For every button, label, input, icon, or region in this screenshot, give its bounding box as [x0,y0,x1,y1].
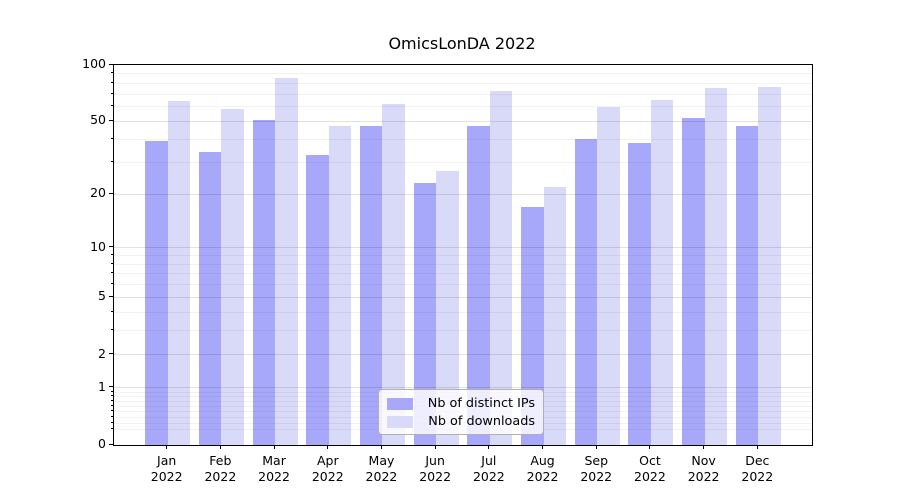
x-tick-label-apr: Apr 2022 [311,453,344,484]
y-minor-tick-60 [110,105,113,107]
y-minor-tick-9 [110,253,113,255]
y-minor-tick-0.4 [110,415,113,417]
bar-distinct-ips-jan [145,141,168,445]
x-tick-label-jan: Jan 2022 [150,453,183,484]
y-tick-label-100: 100 [82,56,106,71]
bar-distinct-ips-feb [198,152,222,445]
bar-distinct-ips-may [359,126,383,445]
bar-downloads-nov [704,88,728,445]
bar-downloads-feb [221,109,244,445]
y-minor-tick-3 [110,329,113,331]
y-tick-label-2: 2 [98,345,106,361]
x-tick-label-sep: Sep 2022 [580,453,613,484]
y-tick-label-0: 0 [98,436,106,451]
x-tick-jul [488,445,490,449]
y-minor-tick-0.6 [110,404,113,406]
bar-distinct-ips-sep [574,139,598,445]
legend-label-downloads: Nb of downloads [428,414,535,429]
y-minor-tick-80 [110,81,113,83]
x-tick-nov [703,445,705,449]
bar-distinct-ips-mar [252,119,276,445]
y-minor-tick-70 [110,92,113,94]
y-minor-tick-8 [110,262,113,264]
x-tick-oct [649,445,651,449]
bar-downloads-aug [543,186,567,445]
y-minor-tick-0.3 [110,421,113,423]
x-tick-mar [273,445,275,449]
legend: Nb of distinct IPs Nb of downloads [378,389,544,435]
bar-distinct-ips-jul [467,126,490,445]
y-minor-tick-0.7 [110,399,113,401]
y-tick-label-1: 1 [98,378,106,394]
y-tick-100 [108,63,113,65]
x-tick-label-oct: Oct 2022 [634,453,666,484]
bar-distinct-ips-nov [682,118,705,445]
x-tick-dec [756,445,758,449]
bar-distinct-ips-dec [735,126,759,445]
y-minor-tick-0.2 [110,428,113,430]
bars-layer [114,65,812,445]
x-tick-label-mar: Mar 2022 [258,453,290,484]
y-tick-label-5: 5 [98,288,106,304]
bar-distinct-ips-jun [413,183,437,445]
bar-downloads-dec [758,87,781,445]
y-tick-5 [108,295,113,297]
bar-downloads-may [382,103,405,445]
bar-distinct-ips-aug [521,207,544,445]
x-tick-feb [219,445,221,449]
legend-swatch-downloads [387,415,413,428]
x-tick-aug [542,445,544,449]
y-tick-10 [108,246,113,248]
y-tick-20 [108,192,113,194]
legend-swatch-distinct-ips [387,397,413,410]
y-minor-tick-7 [110,272,113,274]
bar-downloads-oct [650,100,674,445]
y-tick-0 [108,443,113,445]
y-tick-label-50: 50 [90,112,106,128]
y-tick-label-10: 10 [90,238,106,254]
legend-label-distinct-ips: Nb of distinct IPs [427,396,535,411]
bar-downloads-jun [436,170,459,445]
x-tick-label-jun: Jun 2022 [419,453,452,484]
y-minor-tick-30 [110,160,113,162]
x-tick-label-jul: Jul 2022 [472,453,505,484]
y-minor-tick-4 [110,310,113,312]
y-minor-tick-0.5 [110,410,113,412]
bar-distinct-ips-oct [628,143,651,445]
y-minor-tick-40 [110,137,113,139]
x-tick-jan [166,445,168,449]
bar-downloads-jul [489,90,513,445]
plot-area: Nb of distinct IPs Nb of downloads [113,64,813,446]
y-minor-tick-0.9 [110,390,113,392]
bar-downloads-apr [328,126,352,445]
y-minor-tick-6 [110,283,113,285]
bar-downloads-jan [167,101,191,445]
bar-downloads-sep [597,106,620,445]
x-tick-sep [595,445,597,449]
y-tick-50 [108,119,113,121]
x-tick-label-nov: Nov 2022 [687,453,720,484]
x-tick-label-may: May 2022 [365,453,398,484]
chart-title: OmicsLonDA 2022 [388,34,536,53]
legend-row-distinct-ips: Nb of distinct IPs [387,395,535,412]
bar-downloads-mar [275,78,298,445]
x-tick-apr [327,445,329,449]
y-tick-label-20: 20 [90,185,106,201]
y-minor-tick-0.8 [110,395,113,397]
y-tick-1 [108,386,113,388]
x-tick-may [380,445,382,449]
y-minor-tick-90 [110,72,113,74]
x-tick-label-feb: Feb 2022 [204,453,237,484]
y-tick-2 [108,353,113,355]
x-tick-label-aug: Aug 2022 [526,453,559,484]
legend-row-downloads: Nb of downloads [387,413,535,430]
bar-distinct-ips-apr [306,154,329,445]
x-tick-label-dec: Dec 2022 [741,453,774,484]
x-tick-jun [434,445,436,449]
